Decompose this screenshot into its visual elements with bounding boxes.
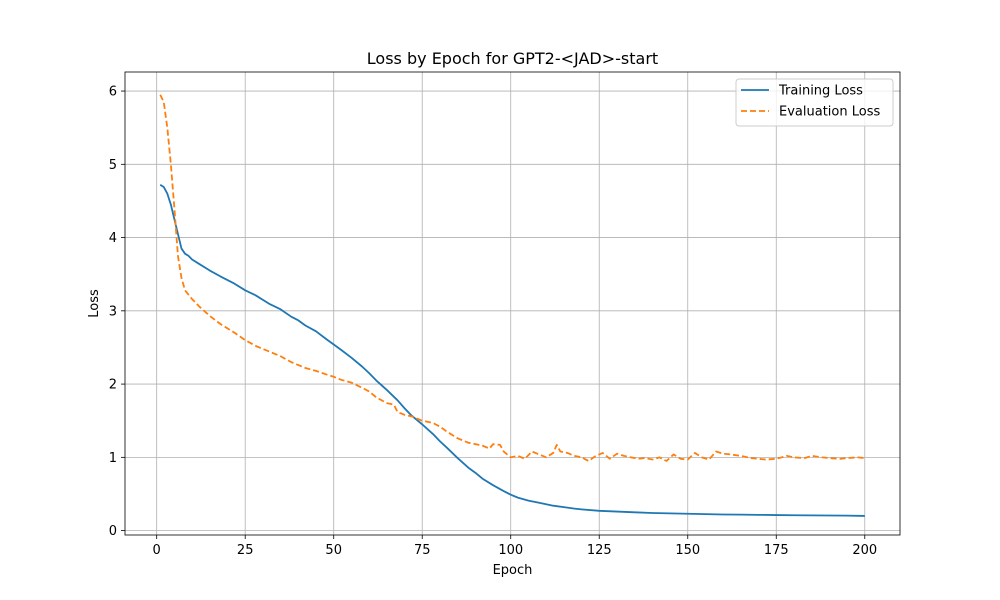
y-tick-label: 5	[109, 158, 117, 173]
x-axis-label: Epoch	[493, 563, 533, 578]
y-tick-label: 3	[109, 304, 117, 319]
x-tick-label: 125	[587, 543, 612, 558]
x-tick-label: 75	[414, 543, 431, 558]
x-tick-label: 25	[237, 543, 254, 558]
evaluation-loss-line	[159, 94, 865, 462]
legend: Training Loss Evaluation Loss	[735, 78, 894, 127]
x-tick-label: 150	[675, 543, 700, 558]
training-loss-line	[159, 184, 865, 517]
series-layer	[159, 94, 865, 517]
y-tick-label: 2	[109, 378, 117, 393]
x-tick-label: 200	[852, 543, 877, 558]
x-tick-label: 100	[498, 543, 523, 558]
y-tick-label: 1	[109, 451, 117, 466]
legend-label-training-loss: Training Loss	[778, 84, 863, 99]
y-tick-label: 4	[109, 231, 117, 246]
x-tick-label: 175	[764, 543, 789, 558]
y-tick-label: 6	[109, 85, 117, 100]
x-tick-label: 50	[325, 543, 342, 558]
plot-frame	[124, 71, 901, 536]
y-tick-label: 0	[109, 524, 117, 539]
legend-box	[735, 78, 894, 127]
chart-title: Loss by Epoch for GPT2-<JAD>-start	[367, 49, 658, 68]
x-tick-label: 0	[153, 543, 161, 558]
axis-ticks: 0 25 50 75 100 125 150 175 200 0 1 2 3 4 5 6	[109, 85, 877, 558]
y-axis-label: Loss	[87, 289, 102, 318]
legend-label-evaluation-loss: Evaluation Loss	[779, 105, 880, 120]
